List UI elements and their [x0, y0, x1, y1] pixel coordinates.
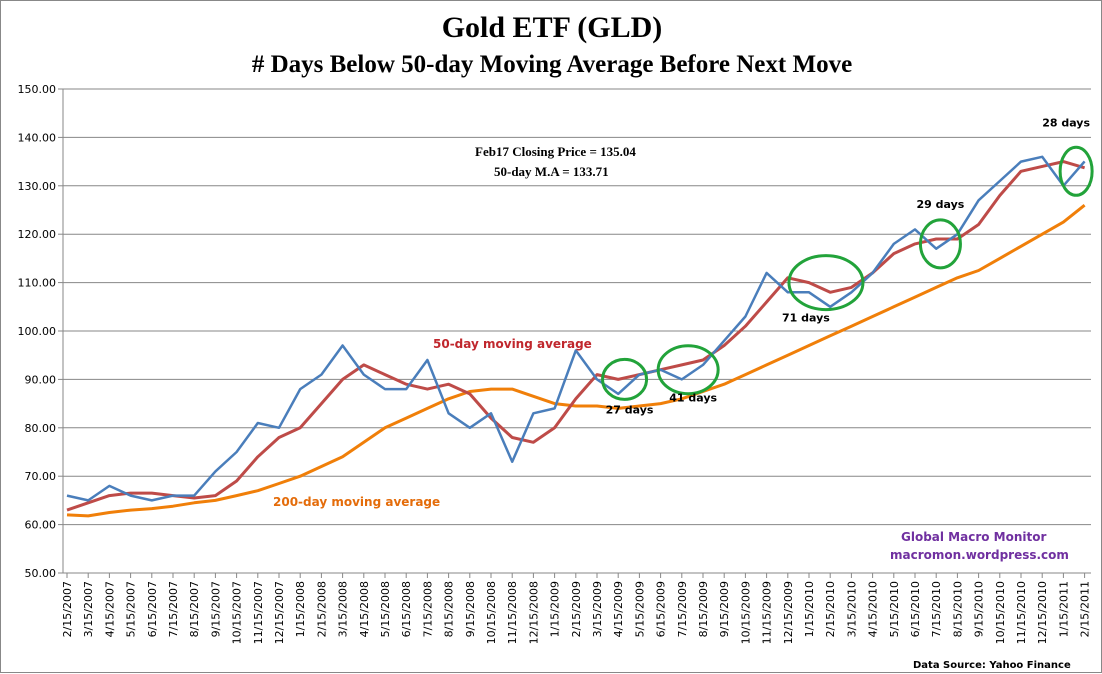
annotation-label: 71 days [782, 312, 830, 325]
y-tick-label: 150.00 [18, 83, 57, 96]
annotation-label: 29 days [917, 198, 965, 211]
x-tick-label: 3/15/2009 [591, 581, 604, 637]
x-tick-label: 10/15/2008 [485, 581, 498, 644]
y-tick-label: 70.00 [25, 470, 57, 483]
data-source: Data Source: Yahoo Finance [913, 660, 1071, 671]
x-tick-label: 10/15/2010 [994, 581, 1007, 644]
x-tick-label: 11/15/2008 [506, 581, 519, 644]
y-tick-label: 60.00 [25, 519, 57, 532]
x-tick-label: 1/15/2011 [1057, 581, 1070, 637]
x-tick-label: 9/15/2010 [973, 581, 986, 637]
x-tick-label: 6/15/2007 [146, 581, 159, 637]
x-tick-label: 2/15/2009 [570, 581, 583, 637]
annotation-label: 41 days [669, 392, 717, 405]
annotation-label: 27 days [606, 403, 654, 416]
x-tick-label: 3/15/2007 [82, 581, 95, 637]
x-tick-label: 11/15/2009 [761, 581, 774, 644]
x-tick-label: 1/15/2010 [803, 581, 816, 637]
ma50-label: 50-day moving average [433, 337, 592, 351]
x-tick-label: 3/15/2010 [845, 581, 858, 637]
x-tick-label: 4/15/2007 [103, 581, 116, 637]
y-tick-label: 110.00 [18, 277, 57, 290]
x-tick-label: 5/15/2008 [379, 581, 392, 637]
x-tick-label: 12/15/2009 [782, 581, 795, 644]
x-tick-label: 12/15/2010 [1036, 581, 1049, 644]
annotation-label: 28 days [1042, 116, 1090, 129]
x-tick-label: 2/15/2007 [61, 581, 74, 637]
x-tick-label: 6/15/2010 [909, 581, 922, 637]
annotation-circle [920, 220, 960, 268]
x-tick-label: 7/15/2010 [930, 581, 943, 637]
x-tick-label: 8/15/2008 [443, 581, 456, 637]
x-tick-label: 12/15/2008 [527, 581, 540, 644]
x-tick-label: 8/15/2007 [188, 581, 201, 637]
x-tick-label: 7/15/2009 [676, 581, 689, 637]
x-tick-label: 6/15/2008 [400, 581, 413, 637]
x-tick-label: 6/15/2009 [655, 581, 668, 637]
y-tick-label: 140.00 [18, 131, 57, 144]
brand-url: macromon.wordpress.com [890, 548, 1069, 562]
y-tick-label: 120.00 [18, 228, 57, 241]
series-line-50-day-moving-average [67, 162, 1085, 511]
x-tick-label: 3/15/2008 [337, 581, 350, 637]
y-tick-label: 50.00 [25, 567, 57, 580]
x-tick-label: 5/15/2010 [888, 581, 901, 637]
x-tick-label: 9/15/2009 [718, 581, 731, 637]
brand-name: Global Macro Monitor [901, 530, 1047, 544]
y-tick-label: 130.00 [18, 180, 57, 193]
ma200-label: 200-day moving average [273, 495, 440, 509]
y-tick-label: 80.00 [25, 422, 57, 435]
x-tick-label: 7/15/2007 [167, 581, 180, 637]
x-tick-label: 4/15/2009 [612, 581, 625, 637]
x-tick-label: 11/15/2010 [1015, 581, 1028, 644]
x-tick-label: 7/15/2008 [421, 581, 434, 637]
x-tick-label: 5/15/2009 [633, 581, 646, 637]
series-line-200-day-moving-average [67, 205, 1085, 516]
x-tick-label: 2/15/2010 [824, 581, 837, 637]
x-tick-label: 4/15/2010 [867, 581, 880, 637]
x-tick-label: 11/15/2007 [252, 581, 265, 644]
closing-price-note: Feb17 Closing Price = 135.04 [475, 144, 636, 159]
x-tick-label: 4/15/2008 [358, 581, 371, 637]
ma50-value-note: 50-day M.A = 133.71 [494, 164, 609, 179]
x-tick-label: 8/15/2010 [951, 581, 964, 637]
x-tick-label: 10/15/2009 [739, 581, 752, 644]
x-tick-label: 10/15/2007 [231, 581, 244, 644]
x-tick-label: 2/15/2008 [315, 581, 328, 637]
x-tick-label: 9/15/2008 [464, 581, 477, 637]
x-tick-label: 12/15/2007 [273, 581, 286, 644]
x-tick-label: 9/15/2007 [209, 581, 222, 637]
x-tick-label: 5/15/2007 [125, 581, 138, 637]
y-tick-label: 100.00 [18, 325, 57, 338]
x-tick-label: 2/15/2011 [1079, 581, 1092, 637]
y-tick-label: 90.00 [25, 373, 57, 386]
x-tick-label: 8/15/2009 [697, 581, 710, 637]
x-tick-label: 1/15/2008 [294, 581, 307, 637]
x-tick-label: 1/15/2009 [549, 581, 562, 637]
